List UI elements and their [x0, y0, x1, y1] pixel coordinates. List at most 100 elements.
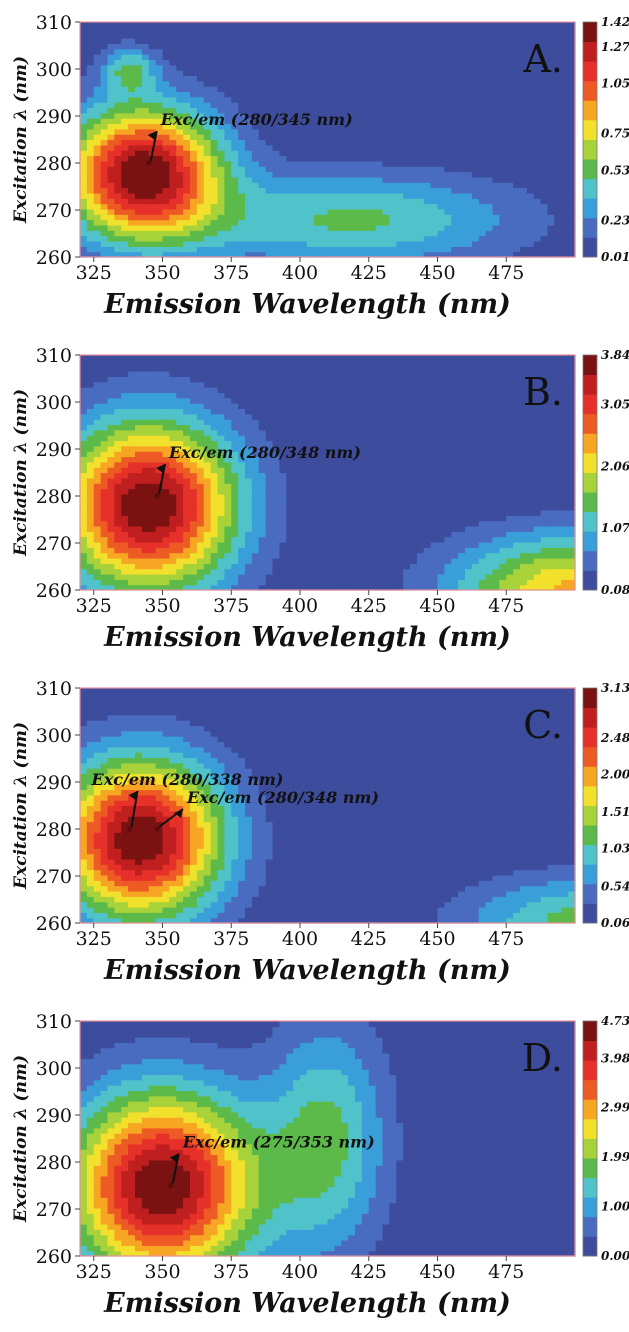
heatmap-cell [121, 435, 128, 441]
heatmap-cell [218, 22, 225, 28]
heatmap-cell [142, 38, 149, 44]
heatmap-cell [307, 387, 314, 393]
heatmap-cell [541, 113, 548, 119]
heatmap-cell [80, 403, 87, 409]
heatmap-cell [128, 446, 135, 452]
heatmap-cell [163, 387, 170, 393]
heatmap-cell [348, 220, 355, 226]
heatmap-cell [293, 198, 300, 204]
heatmap-cell [479, 129, 486, 135]
heatmap-cell [135, 355, 142, 361]
heatmap-cell [362, 113, 369, 119]
heatmap-cell [376, 97, 383, 103]
heatmap-cell [183, 198, 190, 204]
heatmap-cell [472, 134, 479, 140]
heatmap-cell [218, 188, 225, 194]
heatmap-cell [307, 382, 314, 388]
heatmap-cell [266, 182, 273, 188]
heatmap-cell [114, 574, 121, 580]
heatmap-cell [493, 70, 500, 76]
heatmap-cell [176, 43, 183, 49]
heatmap-cell [286, 241, 293, 247]
heatmap-cell [444, 150, 451, 156]
heatmap-cell [479, 113, 486, 119]
heatmap-cell [479, 225, 486, 231]
heatmap-cell [101, 107, 108, 113]
heatmap-cell [121, 505, 128, 511]
heatmap-cell [554, 81, 561, 87]
heatmap-cell [417, 75, 424, 81]
heatmap-cell [176, 161, 183, 167]
heatmap-cell [451, 129, 458, 135]
heatmap-cell [183, 489, 190, 495]
heatmap-cell [252, 246, 259, 252]
heatmap-cell [561, 246, 568, 252]
heatmap-cell [431, 134, 438, 140]
heatmap-cell [513, 198, 520, 204]
heatmap-cell [314, 419, 321, 425]
heatmap-cell [121, 166, 128, 172]
heatmap-cell [80, 97, 87, 103]
heatmap-cell [376, 38, 383, 44]
heatmap-cell [493, 166, 500, 172]
heatmap-cell [438, 38, 445, 44]
heatmap-cell [211, 537, 218, 543]
heatmap-cell [108, 246, 115, 252]
heatmap-cell [300, 430, 307, 436]
heatmap-cell [94, 537, 101, 543]
heatmap-cell [321, 478, 328, 484]
heatmap-cell [121, 424, 128, 430]
heatmap-cell [176, 33, 183, 39]
heatmap-cell [328, 398, 335, 404]
heatmap-cell [114, 371, 121, 377]
heatmap-cell [561, 134, 568, 140]
heatmap-cell [362, 150, 369, 156]
heatmap-cell [383, 33, 390, 39]
heatmap-cell [286, 150, 293, 156]
heatmap-cell [142, 113, 149, 119]
heatmap-cell [87, 177, 94, 183]
heatmap-cell [176, 424, 183, 430]
heatmap-cell [348, 65, 355, 71]
heatmap-cell [348, 230, 355, 236]
heatmap-cell [156, 75, 163, 81]
heatmap-cell [259, 188, 266, 194]
heatmap-cell [458, 230, 465, 236]
heatmap-cell [176, 134, 183, 140]
heatmap-cell [362, 177, 369, 183]
heatmap-cell [224, 129, 231, 135]
heatmap-cell [183, 102, 190, 108]
heatmap-cell [286, 499, 293, 505]
heatmap-cell [135, 156, 142, 162]
heatmap-cell [245, 91, 252, 97]
heatmap-cell [486, 236, 493, 242]
heatmap-cell [293, 230, 300, 236]
heatmap-cell [121, 569, 128, 575]
heatmap-cell [87, 424, 94, 430]
heatmap-cell [163, 515, 170, 521]
heatmap-cell [403, 123, 410, 129]
heatmap-cell [142, 467, 149, 473]
heatmap-cell [293, 161, 300, 167]
heatmap-cell [458, 27, 465, 33]
heatmap-cell [231, 43, 238, 49]
heatmap-cell [307, 414, 314, 420]
heatmap-cell [548, 246, 555, 252]
heatmap-cell [341, 54, 348, 60]
heatmap-cell [183, 558, 190, 564]
heatmap-cell [259, 177, 266, 183]
heatmap-cell [142, 214, 149, 220]
heatmap-cell [273, 478, 280, 484]
heatmap-cell [362, 225, 369, 231]
heatmap-cell [499, 166, 506, 172]
heatmap-cell [328, 419, 335, 425]
heatmap-cell [383, 113, 390, 119]
heatmap-cell [211, 182, 218, 188]
heatmap-cell [286, 547, 293, 553]
heatmap-cell [259, 140, 266, 146]
heatmap-cell [293, 499, 300, 505]
heatmap-cell [307, 75, 314, 81]
y-tick-label: 270 [36, 200, 72, 222]
heatmap-cell [465, 140, 472, 146]
heatmap-cell [114, 456, 121, 462]
